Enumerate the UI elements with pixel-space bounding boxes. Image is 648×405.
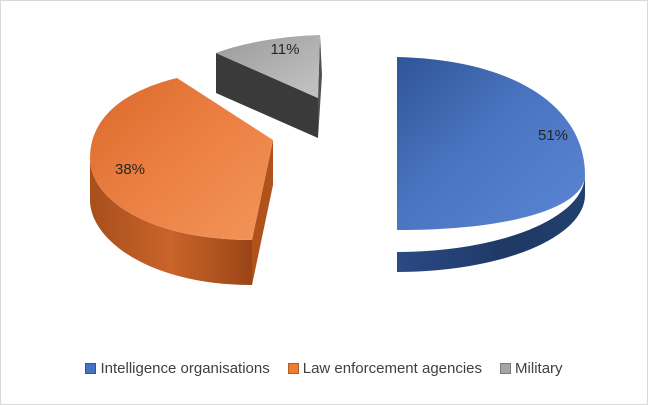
legend-label-military: Military	[515, 360, 563, 377]
legend-label-law-enforcement: Law enforcement agencies	[302, 360, 483, 377]
slice-law-enforcement-top-face	[90, 78, 273, 240]
slice-military-dark-wall	[216, 53, 318, 138]
legend-item-law-enforcement[interactable]: Law enforcement agencies	[287, 360, 483, 377]
data-label-military: 11%	[271, 41, 300, 58]
legend-label-intelligence: Intelligence organisations	[100, 360, 270, 377]
slice-intelligence-top-face	[397, 57, 585, 230]
slice-military[interactable]	[216, 35, 322, 138]
legend-item-intelligence[interactable]: Intelligence organisations	[85, 360, 270, 377]
slice-law-enforcement-agencies[interactable]	[90, 78, 273, 285]
slice-law-enforcement-inner-wall	[252, 140, 273, 285]
legend-item-military[interactable]: Military	[500, 360, 563, 377]
legend-swatch-intelligence	[85, 363, 97, 374]
slice-law-enforcement-side	[90, 158, 252, 285]
legend: Intelligence organisations Law enforceme…	[0, 360, 648, 377]
slice-intelligence-organisations[interactable]	[397, 57, 585, 272]
slice-military-side	[318, 35, 322, 138]
data-label-law-enforcement: 38%	[115, 161, 145, 178]
data-label-intelligence: 51%	[538, 127, 568, 144]
slice-military-top-face	[216, 35, 320, 98]
legend-swatch-law-enforcement	[287, 363, 299, 374]
legend-swatch-military	[500, 363, 512, 374]
slice-intelligence-side	[397, 175, 585, 272]
